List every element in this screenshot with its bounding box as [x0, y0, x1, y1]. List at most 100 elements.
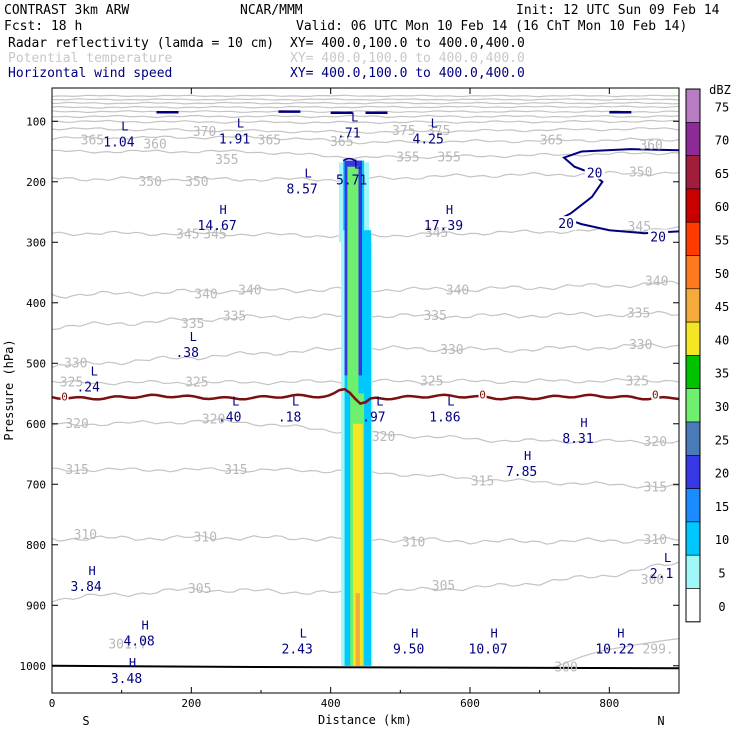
theta-contour-7 — [51, 127, 680, 134]
init-time: Init: 12 UTC Sun 09 Feb 14 — [516, 3, 720, 18]
theta-label-51: 299. — [642, 642, 673, 657]
wind-label-bg-1 — [556, 216, 577, 231]
theta-label-27: 330 — [64, 356, 87, 371]
extrema-labels: L 1.04 L 1.91 L .71 L 4.25 L 8.57 L 5.71 H 14.67 H 17.3… — [70, 110, 673, 687]
wind-label-bg-0 — [584, 165, 605, 180]
colorbar-swatch-10 — [685, 521, 701, 556]
x-tick-label-3: 600 — [460, 697, 480, 710]
y-tick-label-2: 300 — [26, 236, 46, 249]
extremum-value-7: 17.39 — [424, 219, 463, 234]
plot-area: 375 375 370 365 360 365 365 365 360 355 355 355 350 3… — [51, 87, 680, 694]
colorbar-label-55: 55 — [715, 234, 729, 248]
theta-label-40: 315 — [471, 474, 494, 489]
plume-40dbz — [355, 593, 360, 666]
extremum-kind-18: H — [141, 619, 148, 633]
title-model: CONTRAST 3km ARW — [4, 3, 129, 18]
colorbar-label-65: 65 — [715, 167, 729, 181]
field-3-name: Horizontal wind speed — [8, 66, 172, 81]
zero-label-bg-0 — [60, 390, 69, 402]
extremum-value-16: 2.1 — [650, 567, 673, 582]
x-end-label-south: S — [82, 714, 89, 728]
colorbar-swatch-40 — [685, 321, 701, 356]
colorbar-label-20: 20 — [715, 467, 729, 481]
theta-label-2: 370 — [193, 125, 216, 140]
extremum-kind-3: L — [431, 116, 438, 130]
y-tick-label-6: 700 — [26, 478, 46, 491]
theta-label-50: 300 — [554, 661, 577, 676]
theta-contour-300 — [553, 638, 680, 669]
theta-label-14: 350 — [629, 166, 652, 181]
extremum-value-0: 1.04 — [103, 135, 134, 150]
colorbar-label-10: 10 — [715, 533, 729, 547]
extremum-kind-16: L — [664, 551, 671, 565]
theta-contour-5 — [51, 114, 680, 119]
theta-label-8: 360 — [639, 139, 662, 154]
extremum-value-10: .40 — [218, 411, 241, 426]
extremum-value-11: .18 — [278, 411, 301, 426]
plume-top-contour — [342, 157, 356, 162]
wind-contour-20 — [562, 148, 680, 235]
y-axis-title: Pressure (hPa) — [2, 339, 16, 440]
extremum-kind-21: H — [490, 626, 497, 640]
colorbar-label-70: 70 — [715, 134, 729, 148]
colorbar-label-30: 30 — [715, 400, 729, 414]
extremum-kind-2: L — [351, 110, 358, 124]
forecast-hour: Fcst: 18 h — [4, 19, 82, 34]
colorbar-label-0: 0 — [718, 600, 725, 614]
y-tick-label-4: 500 — [26, 357, 46, 370]
y-tick-label-9: 1000 — [20, 660, 47, 673]
colorbar-swatch-25 — [685, 421, 701, 456]
extremum-kind-13: L — [447, 395, 454, 409]
theta-label-33: 325 — [625, 374, 648, 389]
theta-label-20: 340 — [238, 284, 261, 299]
colorbar-swatch-70 — [685, 122, 701, 156]
extremum-value-3: 4.25 — [413, 132, 444, 147]
extremum-kind-10: L — [232, 395, 239, 409]
extremum-kind-12: L — [376, 395, 383, 409]
extremum-value-5: 5.71 — [336, 174, 367, 189]
zero-label-bg-1 — [478, 388, 487, 400]
extremum-kind-6: H — [219, 203, 226, 217]
zero-isotherm-line — [51, 387, 680, 405]
colorbar-swatch-30 — [685, 388, 701, 423]
extremum-kind-19: L — [300, 626, 307, 640]
theta-label-32: 325 — [420, 374, 443, 389]
plot-frame — [51, 87, 680, 694]
theta-label-41: 315 — [644, 480, 667, 495]
theta-label-46: 305 — [188, 582, 211, 597]
extremum-value-14: 8.31 — [562, 432, 593, 447]
figure-header: CONTRAST 3km ARW NCAR/MMM Init: 12 UTC S… — [4, 3, 720, 81]
colorbar-label-75: 75 — [715, 100, 729, 114]
theta-label-29: 330 — [629, 338, 652, 353]
colorbar-swatch-15 — [685, 488, 701, 523]
field-2-name: Potential temperature — [8, 51, 173, 66]
field-3-xy: XY= 400.0,100.0 to 400.0,400.0 — [290, 66, 525, 81]
theta-label-23: 335 — [181, 317, 204, 332]
theta-label-16: 345 — [203, 227, 226, 242]
theta-label-47: 305 — [432, 579, 455, 594]
extremum-kind-4: L — [304, 167, 311, 181]
extremum-value-17: 3.84 — [70, 580, 101, 595]
theta-contour-2 — [51, 101, 680, 105]
colorbar-swatch-75 — [685, 88, 701, 123]
zero-contour — [51, 387, 680, 405]
theta-label-21: 340 — [446, 284, 469, 299]
extremum-value-1: 1.91 — [219, 132, 250, 147]
extremum-value-23: 3.48 — [111, 672, 142, 687]
title-institution: NCAR/MMM — [240, 3, 303, 18]
colorbar-label-50: 50 — [715, 267, 729, 281]
zero-label-0: 0 — [61, 391, 68, 404]
wind-label-0: 20 — [587, 166, 603, 181]
colorbar-swatch-5 — [685, 554, 701, 589]
x-tick-label-4: 800 — [599, 697, 619, 710]
theta-label-9: 355 — [215, 153, 238, 168]
theta-contour-3 — [51, 105, 680, 109]
theta-label-17: 345 — [425, 226, 448, 241]
extremum-value-22: 10.22 — [595, 642, 634, 657]
theta-label-37: 320 — [644, 435, 667, 450]
colorbar-swatch-55 — [685, 221, 701, 256]
extremum-kind-8: L — [190, 330, 197, 344]
